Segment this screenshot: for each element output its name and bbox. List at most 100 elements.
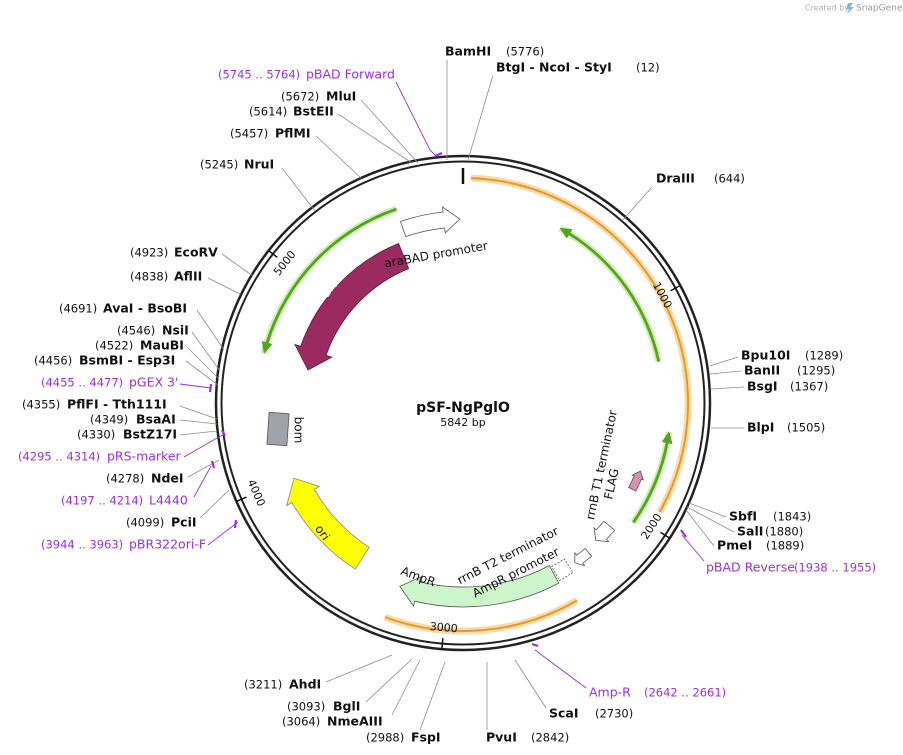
primer-mark (680, 529, 687, 538)
site-leader (325, 654, 393, 683)
site-leader (365, 658, 413, 703)
site-name: BamHI (445, 44, 491, 59)
arabad-feature (399, 206, 461, 238)
site-name: BglI (333, 699, 360, 714)
primer-name: pBAD Forward (306, 67, 395, 82)
site-position: (2842) (531, 731, 569, 745)
site-name: ScaI (549, 706, 579, 721)
site-name: BlpI (747, 420, 774, 435)
primer-leader (207, 521, 239, 546)
primer-mark (210, 460, 216, 469)
brand: SnapGene (856, 4, 903, 14)
site-name: BsmBI - Esp3I (79, 353, 175, 368)
primer-range: (1938 .. 1955) (794, 561, 876, 575)
ring-tick (660, 531, 671, 539)
primer-leader (179, 383, 212, 389)
ring-tick-label: 3000 (429, 620, 458, 635)
site-name: PmeI (717, 538, 752, 553)
site-position: (4355) (22, 398, 60, 412)
primer-name: Amp-R (589, 685, 631, 700)
site-name: BsaAI (136, 412, 176, 427)
primer-name: L4440 (149, 493, 188, 508)
primer-leader (681, 534, 705, 562)
flag-feature (628, 470, 644, 492)
site-name: SbfI (729, 509, 757, 524)
site-name: NdeI (151, 471, 184, 486)
feature-label: FLAG (601, 467, 621, 500)
primer-range: (4455 .. 4477) (41, 376, 123, 390)
site-leader (337, 113, 413, 164)
site-position: (5457) (230, 127, 268, 141)
site-position: (4349) (90, 413, 128, 427)
site-position: (2730) (595, 707, 633, 721)
site-position: (3093) (287, 700, 325, 714)
site-name: Bpu10I (741, 348, 790, 363)
site-position: (644) (714, 172, 745, 186)
site-leader (187, 459, 220, 478)
site-leader (179, 405, 218, 420)
site-name: PflFI - Tth111I (67, 397, 167, 412)
site-name: BstZ17I (123, 427, 177, 442)
site-name: BstEII (293, 104, 334, 119)
site-position: (4099) (126, 516, 164, 530)
site-position: (12) (636, 61, 660, 75)
site-name: FspI (411, 730, 441, 745)
site-leader (710, 386, 745, 390)
site-position: (1289) (805, 349, 843, 363)
primer-range: (2642 .. 2661) (644, 686, 726, 700)
site-position: (5614) (249, 105, 287, 119)
site-name: PvuI (486, 730, 517, 745)
site-position: (5776) (506, 45, 544, 59)
site-name: BtgI - NcoI - StyI (496, 60, 612, 75)
ring-tick-label: 4000 (245, 477, 268, 508)
site-position: (5672) (281, 90, 319, 104)
site-name: MluI (326, 89, 356, 104)
site-name: SalI (737, 524, 763, 539)
primer-range: (3944 .. 3963) (41, 538, 123, 552)
region-arc (470, 177, 690, 513)
site-leader (360, 99, 419, 164)
site-leader (179, 430, 218, 436)
site-position: (4838) (130, 270, 168, 284)
site-leader (191, 331, 221, 372)
feature-label: rrnB T1 terminator (583, 409, 620, 521)
arac-feature (294, 242, 410, 371)
site-position: (1295) (797, 364, 835, 378)
site-leader (467, 74, 494, 161)
site-name: PciI (171, 515, 197, 530)
ring-tick-label: 1000 (650, 280, 675, 311)
site-position: (1889) (766, 539, 804, 553)
primer-leader (395, 81, 437, 157)
primer-mark (221, 429, 226, 437)
site-position: (3064) (282, 715, 320, 729)
site-leader (688, 502, 727, 518)
ring-tick (441, 638, 444, 650)
bom-feature (266, 411, 290, 447)
backbone-outer (214, 154, 712, 652)
primer-name: pRS-marker (107, 449, 182, 464)
region-arc (384, 599, 578, 632)
orf-glow (558, 225, 663, 363)
features (260, 174, 692, 635)
site-leader (391, 659, 421, 716)
orf-arrow (261, 207, 397, 354)
primer-leader (534, 649, 587, 689)
site-name: AvaI - BsoBI (103, 301, 187, 316)
primer-name: pGEX 3' (129, 375, 178, 390)
site-name: NsiI (162, 323, 189, 338)
site-leader (685, 509, 715, 547)
ori-feature (286, 477, 370, 570)
site-name: DraIII (656, 171, 695, 186)
site-position: (4546) (117, 324, 155, 338)
site-leader (179, 419, 218, 425)
site-name: BsgI (747, 379, 778, 394)
site-position: (1505) (787, 421, 825, 435)
primer-range: (4197 .. 4214) (61, 494, 143, 508)
site-leader (686, 506, 735, 533)
primer-mark (434, 151, 443, 158)
site-leader (709, 370, 742, 375)
site-name: NruI (244, 157, 274, 172)
site-leader (709, 356, 739, 367)
site-position: (1367) (790, 380, 828, 394)
